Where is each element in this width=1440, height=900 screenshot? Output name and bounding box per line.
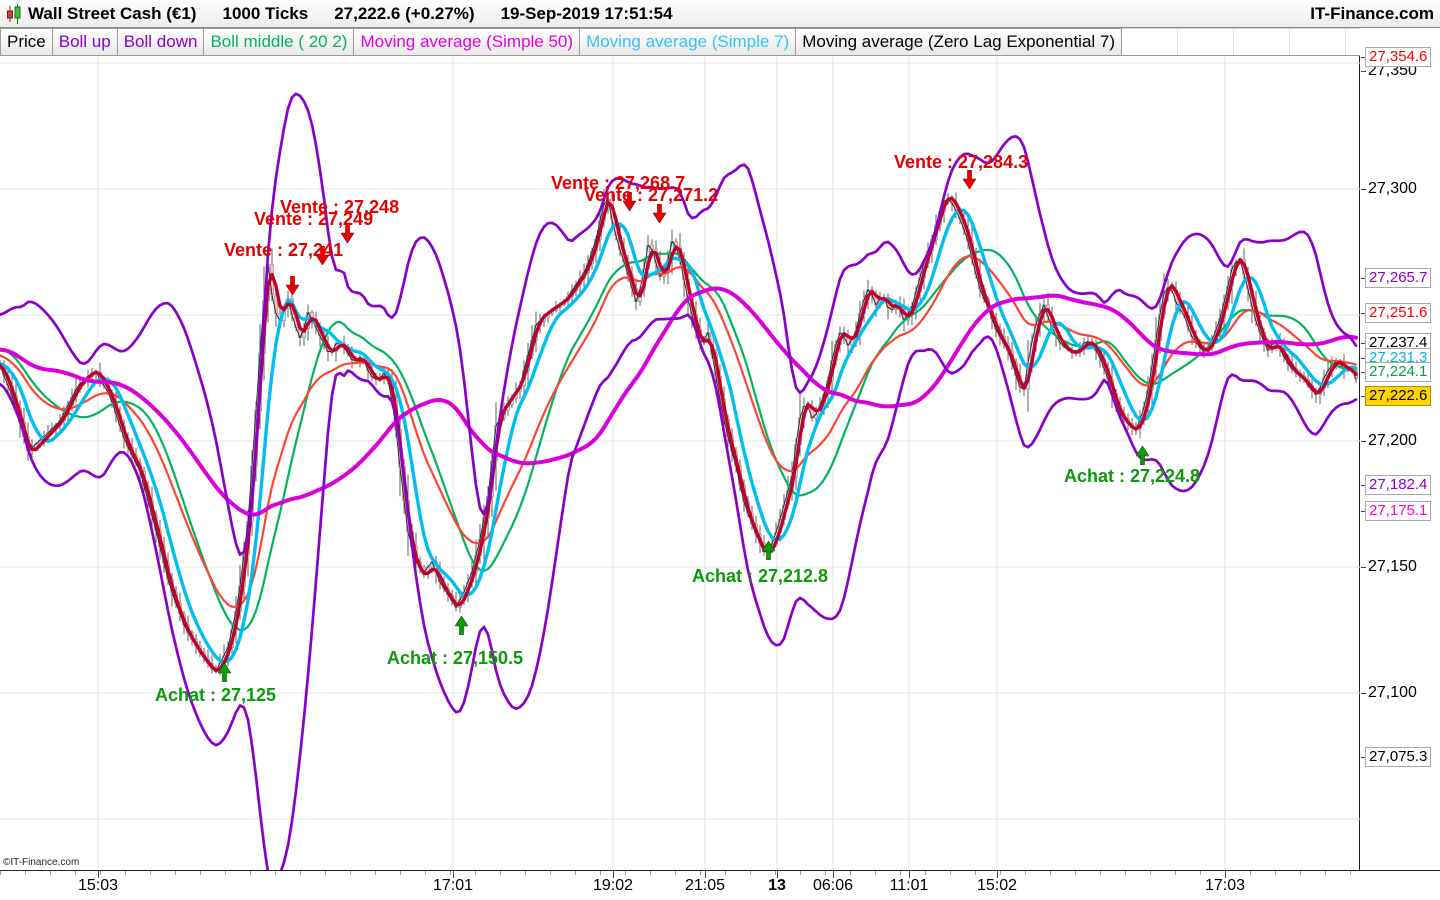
time-tickmark bbox=[98, 871, 99, 878]
chart-canvas[interactable] bbox=[0, 56, 1360, 870]
brand-label: IT-Finance.com bbox=[1310, 3, 1434, 23]
series-boll-up bbox=[0, 92, 1358, 556]
series-moving-average-zero-lag-exponential-7 bbox=[0, 196, 1358, 673]
legend-empty-cells bbox=[1122, 28, 1360, 55]
price-value-label: 27,175.1 bbox=[1365, 501, 1432, 521]
title-bar: Wall Street Cash (€1) 1000 Ticks 27,222.… bbox=[0, 0, 1440, 28]
time-tickmark bbox=[833, 871, 834, 878]
price-tickmark bbox=[1361, 567, 1366, 568]
last-price-label: 27,222.6 (+0.27%) bbox=[334, 3, 475, 23]
legend-bar: Price Boll up Boll down Boll middle ( 20 2)… bbox=[0, 28, 1360, 56]
legend-item-moving-average-simple-50[interactable]: Moving average (Simple 50) bbox=[354, 28, 581, 56]
price-tickmark bbox=[1361, 441, 1366, 442]
price-tick-label: 27,200 bbox=[1368, 432, 1417, 449]
price-tickmark bbox=[1361, 372, 1366, 373]
time-tickmark bbox=[777, 871, 778, 878]
legend-item-moving-average-simple-7[interactable]: Moving average (Simple 7) bbox=[580, 28, 797, 56]
time-tick-label: 15:02 bbox=[976, 877, 1018, 894]
price-tickmark bbox=[1361, 757, 1366, 758]
legend-item-boll-middle-20-2[interactable]: Boll middle ( 20 2) bbox=[204, 28, 355, 56]
price-tickmark bbox=[1361, 358, 1366, 359]
series-moving-average-simple-7 bbox=[0, 208, 1358, 664]
time-tickmark bbox=[909, 871, 910, 878]
price-tickmark bbox=[1361, 485, 1366, 486]
copyright-watermark: ©IT-Finance.com bbox=[3, 857, 80, 868]
series-trailing-stop bbox=[0, 255, 1358, 609]
time-tick-label: 13 bbox=[768, 877, 786, 894]
timeframe-label: 1000 Ticks bbox=[222, 3, 309, 23]
time-tick-label: 15:03 bbox=[77, 877, 119, 894]
time-tick-label: 11:01 bbox=[889, 877, 929, 894]
price-value-label: 27,222.6 bbox=[1365, 386, 1432, 406]
symbol-title: Wall Street Cash (€1) bbox=[28, 3, 197, 23]
price-tick-label: 27,300 bbox=[1368, 180, 1417, 197]
price-value-label: 27,182.4 bbox=[1365, 475, 1432, 495]
price-tickmark bbox=[1361, 57, 1366, 58]
legend-item-boll-down[interactable]: Boll down bbox=[117, 28, 205, 56]
legend-item-price[interactable]: Price bbox=[0, 28, 53, 56]
time-axis-minor-ticks bbox=[0, 871, 1360, 875]
time-tickmark bbox=[613, 871, 614, 878]
price-value-label: 27,075.3 bbox=[1365, 747, 1432, 767]
price-value-label: 27,354.6 bbox=[1365, 47, 1432, 67]
candles-group bbox=[0, 189, 1358, 676]
price-tickmark bbox=[1361, 278, 1366, 279]
time-tick-label: 21:05 bbox=[684, 877, 726, 894]
price-tickmark bbox=[1361, 396, 1366, 397]
time-axis[interactable]: 15:03 17:01 19:02 21:05 13 06:06 11:01 15:02 17:… bbox=[0, 870, 1440, 900]
datetime-label: 19-Sep-2019 17:51:54 bbox=[500, 3, 673, 23]
price-tickmark bbox=[1361, 693, 1366, 694]
time-tickmark bbox=[1225, 871, 1226, 878]
price-tickmark bbox=[1361, 189, 1366, 190]
price-axis[interactable]: 27,350 27,300 27,200 27,150 27,100 27,354.6 27… bbox=[1361, 28, 1440, 870]
price-tickmark bbox=[1361, 71, 1366, 72]
series-price bbox=[0, 198, 1357, 672]
time-tickmark bbox=[705, 871, 706, 878]
series-moving-average-simple-50 bbox=[0, 286, 1358, 517]
price-tickmark bbox=[1361, 343, 1366, 344]
series-boll-middle-20-2 bbox=[0, 248, 1358, 632]
time-tick-label: 17:01 bbox=[432, 877, 474, 894]
price-tick-label: 27,150 bbox=[1368, 558, 1417, 575]
price-value-label: 27,251.6 bbox=[1365, 303, 1432, 323]
time-tick-label: 19:02 bbox=[592, 877, 634, 894]
price-tickmark bbox=[1361, 511, 1366, 512]
series-boll-down bbox=[0, 313, 1358, 870]
time-tick-label: 06:06 bbox=[812, 877, 854, 894]
price-value-label: 27,224.1 bbox=[1365, 362, 1432, 382]
price-tick-label: 27,100 bbox=[1368, 684, 1417, 701]
legend-item-moving-average-zero-lag-exponential-7[interactable]: Moving average (Zero Lag Exponential 7) bbox=[796, 28, 1123, 56]
chart-area: Vente : 27,248 Vente : 27,249 Vente : 27,2… bbox=[0, 56, 1360, 870]
price-value-label: 27,265.7 bbox=[1365, 268, 1432, 288]
legend-item-boll-up[interactable]: Boll up bbox=[52, 28, 118, 56]
time-tickmark bbox=[997, 871, 998, 878]
time-tick-label: 17:03 bbox=[1204, 877, 1246, 894]
candlestick-chart-icon bbox=[7, 3, 21, 24]
price-tickmark bbox=[1361, 313, 1366, 314]
time-tickmark bbox=[453, 871, 454, 878]
